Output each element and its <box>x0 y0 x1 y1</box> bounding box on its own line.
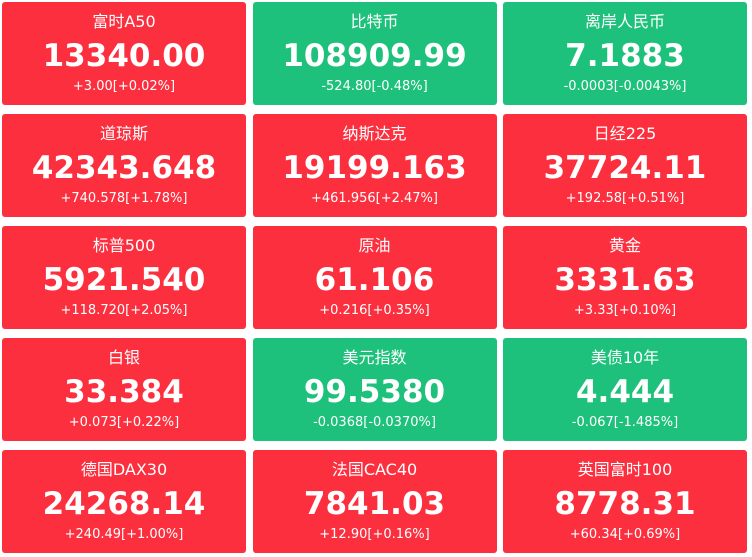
quote-price: 42343.648 <box>31 150 217 186</box>
quote-change: -0.0003[-0.0043%] <box>563 79 687 94</box>
quote-change: +0.073[+0.22%] <box>68 415 180 430</box>
quote-name: 离岸人民币 <box>584 12 665 31</box>
quote-tile[interactable]: 美元指数 99.5380 -0.0368[-0.0370%] <box>252 338 497 441</box>
quote-price: 24268.14 <box>42 486 206 522</box>
quote-name: 法国CAC40 <box>331 460 418 479</box>
quote-price: 4.444 <box>575 374 675 410</box>
quote-name: 富时A50 <box>92 12 156 31</box>
quote-price: 7.1883 <box>565 38 685 74</box>
quote-change: +12.90[+0.16%] <box>319 527 430 542</box>
quote-tile[interactable]: 比特币 108909.99 -524.80[-0.48%] <box>252 2 497 105</box>
quote-price: 108909.99 <box>282 38 467 74</box>
quote-tile[interactable]: 黄金 3331.63 +3.33[+0.10%] <box>503 226 747 329</box>
quote-price: 33.384 <box>64 374 184 410</box>
quote-change: +240.49[+1.00%] <box>64 527 184 542</box>
quote-change: +740.578[+1.78%] <box>60 191 188 206</box>
quote-change: +3.00[+0.02%] <box>72 79 176 94</box>
quote-name: 纳斯达克 <box>342 124 407 143</box>
quote-price: 5921.540 <box>42 262 206 298</box>
quote-change: +461.956[+2.47%] <box>311 191 438 206</box>
quote-price: 19199.163 <box>282 150 467 186</box>
quote-change: +118.720[+2.05%] <box>60 303 188 318</box>
quote-tile[interactable]: 英国富时100 8778.31 +60.34[+0.69%] <box>503 450 747 553</box>
quote-tile[interactable]: 离岸人民币 7.1883 -0.0003[-0.0043%] <box>503 2 747 105</box>
quote-price: 8778.31 <box>554 486 696 522</box>
quote-name: 标普500 <box>92 236 156 255</box>
quote-change: -0.067[-1.485%] <box>571 415 679 430</box>
quote-name: 比特币 <box>350 12 399 31</box>
quote-name: 英国富时100 <box>577 460 673 479</box>
quote-tile[interactable]: 法国CAC40 7841.03 +12.90[+0.16%] <box>252 450 497 553</box>
quote-change: -0.0368[-0.0370%] <box>313 415 436 430</box>
quote-change: +60.34[+0.69%] <box>569 527 681 542</box>
quote-price: 3331.63 <box>554 262 696 298</box>
quote-name: 美元指数 <box>342 348 407 367</box>
quote-name: 德国DAX30 <box>80 460 168 479</box>
quote-change: -524.80[-0.48%] <box>321 79 428 94</box>
quote-name: 黄金 <box>608 236 641 255</box>
quote-price: 61.106 <box>314 262 435 298</box>
quote-price: 99.5380 <box>303 374 446 410</box>
quote-tile[interactable]: 纳斯达克 19199.163 +461.956[+2.47%] <box>252 114 497 217</box>
quote-tile[interactable]: 标普500 5921.540 +118.720[+2.05%] <box>2 226 246 329</box>
quote-change: +0.216[+0.35%] <box>319 303 430 318</box>
quote-tile[interactable]: 白银 33.384 +0.073[+0.22%] <box>2 338 246 441</box>
quote-price: 37724.11 <box>543 150 707 186</box>
quote-tile[interactable]: 美债10年 4.444 -0.067[-1.485%] <box>503 338 747 441</box>
quote-change: +3.33[+0.10%] <box>573 303 677 318</box>
quote-tile[interactable]: 原油 61.106 +0.216[+0.35%] <box>252 226 497 329</box>
quote-name: 美债10年 <box>590 348 660 367</box>
quote-tile[interactable]: 德国DAX30 24268.14 +240.49[+1.00%] <box>2 450 246 553</box>
quote-tile[interactable]: 富时A50 13340.00 +3.00[+0.02%] <box>2 2 246 105</box>
quote-price: 13340.00 <box>42 38 206 74</box>
quote-name: 白银 <box>107 348 140 367</box>
quote-name: 原油 <box>358 236 391 255</box>
quote-change: +192.58[+0.51%] <box>565 191 685 206</box>
quote-price: 7841.03 <box>303 486 446 522</box>
quote-name: 日经225 <box>593 124 657 143</box>
quote-tile[interactable]: 道琼斯 42343.648 +740.578[+1.78%] <box>2 114 246 217</box>
quote-name: 道琼斯 <box>99 124 148 143</box>
quote-tile[interactable]: 日经225 37724.11 +192.58[+0.51%] <box>503 114 747 217</box>
